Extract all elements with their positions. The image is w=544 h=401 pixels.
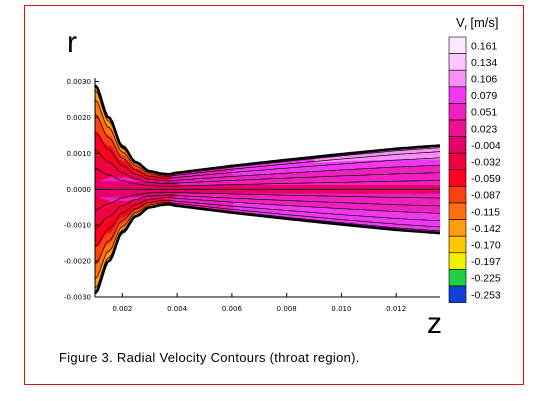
legend-swatch [448, 103, 467, 121]
legend-label: 0.134 [471, 57, 497, 69]
legend: Vr [m/s] 0.161 0.134 0.106 0.079 0.051 0.023 -0… [448, 15, 501, 303]
contour-line-upper-3 [95, 114, 440, 179]
legend-label: -0.087 [471, 190, 501, 202]
contour-lines [95, 90, 440, 289]
legend-swatch [448, 202, 467, 220]
contour-line-lower-3 [95, 199, 440, 265]
legend-swatch [448, 152, 467, 171]
legend-swatch [448, 219, 467, 237]
legend-label: -0.170 [471, 240, 501, 252]
y-tick-label: 0.0000 [67, 186, 92, 194]
figure-caption: Figure 3. Radial Velocity Contours (thro… [59, 350, 360, 365]
contour-line-lower-2 [95, 197, 440, 247]
legend-swatch [448, 169, 467, 187]
contour-line-upper-0 [95, 168, 440, 187]
nozzle-wall-upper [94, 84, 441, 176]
y-axis-label: r [67, 26, 77, 59]
legend-title: Vr [m/s] [456, 15, 499, 32]
legend-label: -0.197 [471, 256, 501, 268]
y-tick-label: -0.0020 [64, 258, 91, 266]
legend-swatch [448, 269, 467, 287]
legend-title-main: V [456, 15, 465, 30]
legend-label: -0.115 [471, 206, 500, 218]
legend-label: -0.059 [471, 173, 501, 185]
legend-swatch [448, 69, 467, 88]
legend-title-unit: [m/s] [470, 15, 498, 30]
y-tick-label: 0.0020 [67, 114, 92, 122]
legend-swatch [448, 252, 467, 270]
legend-label: -0.004 [471, 140, 501, 152]
legend-swatch [448, 86, 467, 104]
x-tick-label: 0.012 [386, 305, 406, 313]
contour-line-lower-0 [95, 191, 440, 211]
y-tick-label: 0.0030 [67, 78, 92, 86]
contour-line-upper-1 [95, 149, 440, 184]
legend-swatch [448, 136, 467, 154]
legend-title-sub: r [465, 23, 468, 32]
x-tick-label: 0.006 [222, 305, 243, 313]
legend-label: 0.051 [471, 107, 497, 119]
legend-swatch [448, 285, 467, 303]
contour-line-lower-1 [95, 194, 440, 230]
legend-label: 0.079 [471, 90, 497, 102]
legend-swatch [448, 53, 467, 71]
nozzle-wall-lower [94, 203, 441, 295]
y-tick-label: -0.0010 [64, 222, 91, 230]
legend-swatch [448, 36, 467, 54]
x-tick-label: 0.004 [167, 305, 188, 313]
x-tick-label: 0.008 [277, 305, 297, 313]
legend-swatch [448, 119, 467, 137]
contour-line-lower-4 [95, 201, 440, 280]
legend-label: -0.032 [471, 157, 501, 169]
legend-label: -0.142 [471, 223, 501, 235]
x-tick-label: 0.002 [112, 305, 132, 313]
band-red-lower [95, 200, 169, 294]
contour-line-upper-2 [95, 131, 440, 182]
x-axis-label: z [427, 307, 442, 340]
legend-label: 0.023 [471, 123, 497, 135]
legend-label: 0.106 [471, 74, 497, 86]
y-tick-label: -0.0030 [64, 294, 91, 302]
x-tick-label: 0.010 [331, 305, 351, 313]
axes: 0.0030 0.0020 0.0010 0.0000 -0.0010 -0.0020 -0… [64, 78, 440, 313]
legend-label: -0.253 [471, 289, 501, 301]
band-magenta-lower [233, 202, 440, 234]
contour-line-upper-4 [95, 99, 440, 177]
legend-label: 0.161 [471, 40, 497, 52]
legend-swatch [448, 235, 467, 254]
legend-swatch [448, 186, 467, 204]
contour-field [95, 85, 440, 294]
y-tick-label: 0.0010 [67, 150, 92, 158]
legend-label: -0.225 [471, 273, 501, 285]
